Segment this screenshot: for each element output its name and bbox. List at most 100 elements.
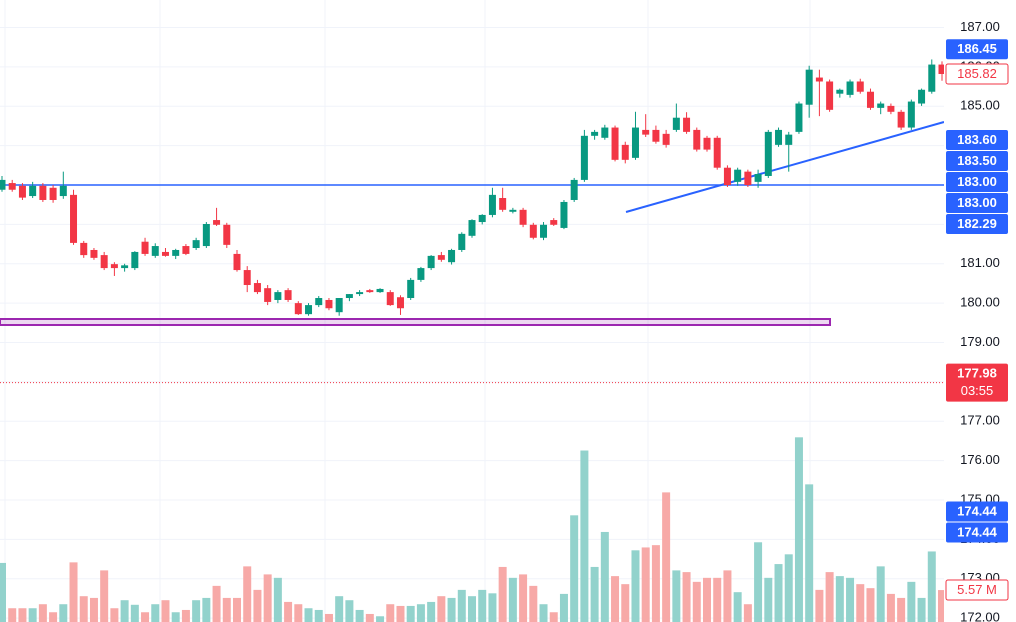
candle-body (621, 144, 629, 160)
volume-bar (222, 597, 231, 622)
candle-body (938, 64, 946, 75)
candle-body (928, 64, 936, 92)
price-badge (946, 363, 1008, 402)
volume-bar (651, 545, 660, 622)
candle-body (325, 299, 333, 309)
volume-bar (907, 581, 916, 622)
volume-bar (927, 551, 936, 622)
candle-body (672, 117, 680, 130)
volume-bar (641, 547, 650, 622)
price-badge-label: 174.44 (957, 503, 998, 518)
volume-bar (437, 596, 446, 622)
candle-body (172, 249, 180, 256)
candle-body (580, 135, 588, 180)
volume-bar (866, 588, 875, 622)
trend-line (625, 121, 945, 213)
volume-bar (396, 605, 405, 622)
candle-body (376, 288, 384, 293)
candle-body (519, 209, 527, 225)
volume-bar (825, 572, 834, 622)
candle-body (345, 294, 353, 299)
volume-bar (273, 577, 282, 622)
volume-bar (488, 593, 497, 622)
y-tick-label: 179.00 (960, 334, 1000, 349)
candle-body (713, 137, 721, 168)
candle-body (49, 187, 57, 200)
candle-body (448, 249, 456, 263)
candle-body (826, 81, 834, 110)
candle-body (90, 249, 98, 258)
candle-body (386, 292, 394, 306)
volume-bar (416, 604, 425, 622)
y-tick-label: 180.00 (960, 295, 1000, 310)
price-badge (946, 501, 1008, 522)
volume-bar (110, 608, 119, 622)
volume-bar (713, 577, 722, 622)
volume-bar (233, 597, 241, 622)
candle-body (243, 270, 251, 286)
volume-bar (508, 577, 517, 622)
volume-bar (478, 589, 487, 622)
volume-bar (774, 564, 783, 622)
price-badge (946, 192, 1008, 213)
volume-bar (468, 596, 476, 622)
candle-body (877, 103, 885, 108)
volume-bar (856, 584, 865, 622)
candle-body (540, 224, 548, 238)
volume-bar (294, 604, 303, 622)
y-tick-label: 172.00 (960, 610, 1000, 622)
volume-bar (886, 593, 895, 622)
candle-body (550, 220, 558, 225)
candle-body (8, 183, 16, 190)
candle-body (264, 288, 272, 302)
volume-bar (805, 484, 814, 622)
candle-body (396, 297, 404, 309)
candle-body (110, 264, 118, 269)
volume-bar (304, 608, 313, 622)
price-badge (946, 129, 1008, 150)
candle-body (161, 251, 169, 256)
candle-body (151, 246, 159, 256)
candle-body (284, 290, 292, 300)
candle-body (570, 179, 578, 200)
price-badge (946, 171, 1008, 192)
volume-bar (161, 600, 170, 622)
candle-body (529, 224, 537, 238)
y-tick-label: 176.00 (960, 452, 1000, 467)
volume-bar (897, 597, 906, 622)
candle-body (815, 77, 823, 82)
candle-body (356, 292, 364, 295)
candle-body (80, 242, 88, 256)
candle-body (417, 268, 425, 280)
candle-body (223, 224, 231, 245)
volume-bar (151, 604, 160, 622)
volume-bar (733, 592, 742, 622)
price-badge-label: 183.60 (957, 132, 997, 147)
candle-body (918, 89, 926, 104)
candle-body (836, 89, 844, 94)
volume-bar (917, 597, 926, 622)
candle-body (631, 127, 639, 158)
price-badge-label: 185.82 (957, 66, 997, 81)
candle-body (775, 129, 783, 145)
candle-body (335, 298, 343, 313)
candle-body (366, 290, 374, 293)
candle-body (141, 241, 149, 254)
candle-body (509, 209, 517, 212)
volume-bar (549, 612, 558, 622)
candle-body (213, 220, 221, 225)
volume-bar (212, 585, 221, 622)
candle-body (785, 134, 793, 145)
candle-body (202, 223, 210, 247)
volume-bar (784, 554, 793, 622)
volume-bar (938, 590, 946, 622)
volume-pane (0, 437, 946, 622)
candle-body (437, 255, 445, 260)
volume-bar (0, 562, 6, 622)
price-badge-label: 5.57 M (957, 582, 997, 597)
volume-bar (580, 450, 589, 622)
volume-bar (743, 604, 752, 622)
candle-body (70, 194, 78, 243)
volume-bar (69, 562, 78, 622)
candle-body (131, 251, 139, 269)
